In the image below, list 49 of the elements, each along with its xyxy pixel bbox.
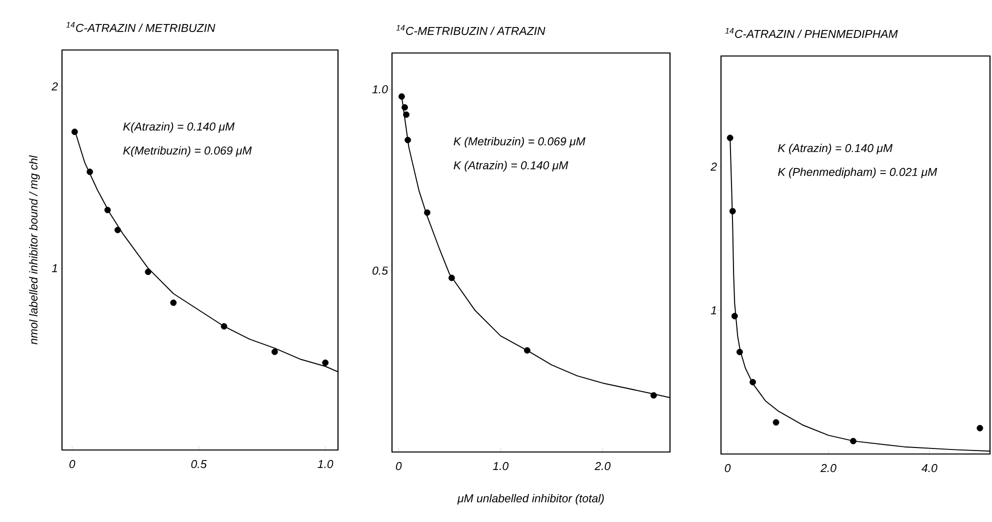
- point: [272, 348, 278, 356]
- point: [772, 419, 780, 426]
- point: [424, 209, 430, 216]
- annotation: K (Atrazin) = 0.140 μM: [454, 160, 568, 172]
- x-tick-label: 4.0: [922, 464, 938, 472]
- annotation: K (Metribuzin) = 0.069 μM: [454, 136, 586, 148]
- y-tick-label: 1: [52, 264, 58, 272]
- point: [976, 424, 984, 432]
- x-tick-label: 0: [69, 460, 76, 468]
- x-tick-label: 0.5: [191, 460, 207, 468]
- chart-title: $^{14}$C-METRIBUZIN / ATRAZIN: [396, 25, 546, 35]
- point: [524, 347, 530, 354]
- point: [220, 323, 228, 330]
- y-tick-label: 1: [710, 306, 716, 314]
- annotation: K (Phenmedipham) = 0.021 μM: [778, 168, 938, 178]
- point: [731, 312, 738, 320]
- chart-title: $^{14}$C-ATRAZIN / METRIBUZIN: [66, 22, 216, 32]
- point: [402, 104, 408, 111]
- x-tick-label: 1.0: [492, 462, 509, 470]
- x-tick-label: 2.0: [820, 464, 836, 472]
- chart-title: $^{14}$C-ATRAZIN / PHENMEDIPHAM: [725, 28, 898, 38]
- point: [114, 226, 121, 234]
- point: [404, 136, 412, 144]
- annotation: K (Atrazin) = 0.140 μM: [778, 144, 893, 154]
- point: [86, 168, 94, 176]
- point: [71, 128, 78, 136]
- point: [322, 360, 329, 366]
- x-tick-label: 1.0: [318, 460, 334, 468]
- point: [403, 111, 410, 118]
- point: [850, 438, 856, 444]
- point: [398, 93, 405, 100]
- point: [104, 206, 111, 214]
- x-tick-label: 2.0: [594, 462, 611, 470]
- annotation: K(Metribuzin) = 0.069 μM: [123, 146, 252, 157]
- annotation: K(Atrazin) = 0.140 μM: [123, 122, 235, 133]
- point: [736, 348, 743, 356]
- point: [729, 208, 736, 214]
- x-tick-label: 0: [724, 464, 731, 472]
- point: [650, 392, 657, 399]
- x-axis-title: μM unlabelled inhibitor (total): [457, 494, 604, 505]
- point: [144, 268, 152, 276]
- point: [750, 378, 756, 386]
- point: [170, 300, 177, 306]
- y-tick-label: 2: [52, 82, 58, 90]
- y-tick-label: 2: [710, 162, 717, 171]
- point: [448, 274, 455, 282]
- x-tick-label: 0: [396, 462, 402, 470]
- point: [726, 134, 734, 142]
- y-axis-title: nmol labelled inhibitor bound / mg chl: [29, 155, 40, 344]
